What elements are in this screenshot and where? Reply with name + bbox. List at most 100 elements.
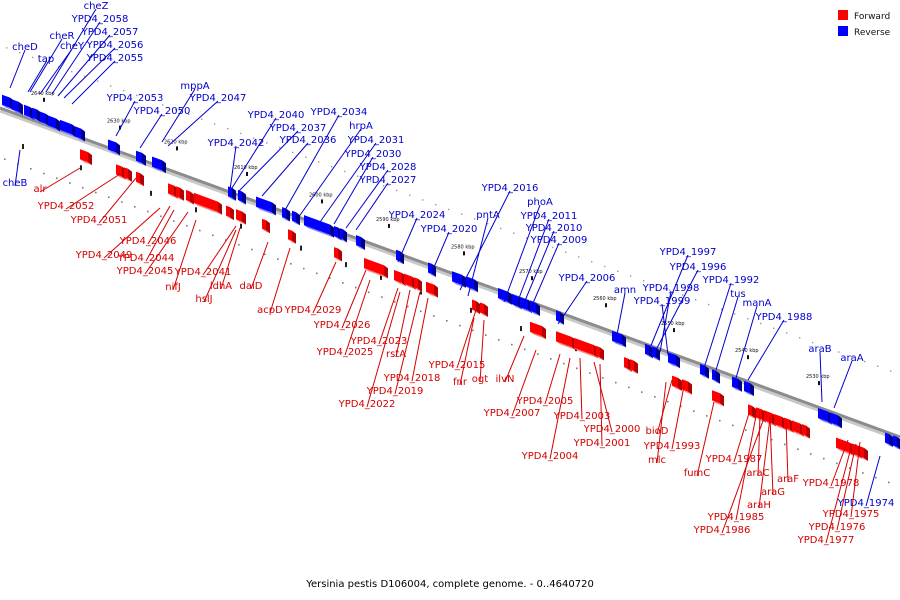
gene-forward-face [530,321,542,337]
gene-forward [748,404,756,419]
guide-dot [303,267,305,270]
gene-reverse-face [428,262,432,274]
gene-forward [860,446,868,461]
gene-forward [672,375,682,391]
label-reverse: tus [730,289,745,300]
tick-mark [388,223,390,228]
guide-dot [446,320,448,322]
gene-forward-face [186,189,190,202]
label-reverse-leader [261,142,309,197]
gene-reverse-side [716,370,720,384]
label-forward-leader [269,247,291,314]
guide-dot [812,341,814,344]
gene-reverse [612,330,626,348]
gene-reverse-face [645,343,649,356]
gene-reverse [48,115,60,132]
label-reverse-leader [39,48,73,95]
guide-dot [251,248,253,251]
gene-reverse-face [556,310,560,322]
gene-reverse-face [136,150,142,163]
label-reverse: YPD4_2028 [359,162,417,173]
gene-forward [194,192,222,215]
tick-label: 2560 kbp [593,296,617,302]
label-reverse-leader [529,242,560,311]
label-reverse-leader [115,100,136,137]
gene-forward [530,321,546,340]
guide-dot [745,429,747,431]
gene-reverse [356,235,365,250]
label-forward: araH [747,500,771,511]
label-forward-leader [696,401,715,477]
gene-forward-face [472,299,476,312]
tick-label: 2640 kbp [31,91,55,97]
guide-dot [630,275,632,277]
label-reverse: YPD4_1998 [642,283,700,294]
guide-dot [706,415,708,417]
gene-reverse [652,346,660,361]
guide-dot [4,158,6,161]
gene-forward-face [364,258,384,276]
guide-dot [888,481,890,484]
label-forward-leader [459,317,475,386]
label-forward: ldhA [210,281,232,292]
gene-forward-side [140,173,144,187]
label-forward: YPD4_2023 [350,336,408,347]
label-reverse-leader [833,360,853,409]
label-forward-leader [549,357,571,460]
label-forward: ilvN [496,374,515,385]
gene-reverse [228,186,236,201]
guide-dot [329,277,331,279]
guide-dot [30,167,32,170]
gene-forward-side [88,152,92,166]
label-forward: YPD4_1976 [808,522,866,533]
tick-label: 2530 kbp [806,374,830,380]
guide-dot [318,161,320,163]
label-reverse: mppA [180,81,209,92]
guide-dot [56,177,58,180]
gene-forward [288,229,296,244]
gene-forward [682,379,692,395]
label-reverse-leader [283,114,340,213]
guide-dot [225,239,227,241]
gene-forward-face [672,375,678,388]
guide-dot [786,332,788,334]
label-reverse-leader [735,305,758,379]
guide-dot [199,229,201,232]
feature-mark [80,165,82,171]
tick-label: 2540 kbp [735,348,759,354]
label-reverse-leader [14,149,21,187]
label-reverse-leader [297,128,362,219]
gene-reverse [108,139,120,156]
gene-reverse-face [744,380,750,394]
label-reverse-leader [703,282,732,369]
label-forward: acpD [257,305,283,316]
gene-reverse-side [242,191,246,205]
gene-forward-face [774,413,782,427]
label-forward-leader [203,229,237,303]
gene-forward-side [542,326,546,340]
tick-label: 2630 kbp [107,119,131,125]
guide-dot [628,386,630,389]
label-forward-leader [830,439,849,487]
gene-reverse-side [432,263,436,277]
guide-dot [721,308,723,310]
gene-reverse [893,435,900,450]
gene-reverse-face [652,346,656,358]
gene-reverse-side [361,236,365,250]
gene-forward-face [480,302,484,314]
guide-dot [643,280,645,282]
label-reverse: YPD4_2027 [359,175,417,186]
guide-dot [498,339,500,341]
gene-reverse [732,376,742,392]
gene-reverse-face [304,215,330,235]
label-forward-leader [312,261,337,314]
label-forward: YPD4_2015 [428,360,486,371]
guide-dot [290,263,292,265]
label-reverse: YPD4_2006 [558,273,616,284]
gene-forward-face [404,273,412,287]
gene-forward-face [836,437,850,453]
guide-dot [253,137,255,139]
label-forward: nifJ [165,282,181,293]
label-forward: YPD4_2041 [174,267,232,278]
